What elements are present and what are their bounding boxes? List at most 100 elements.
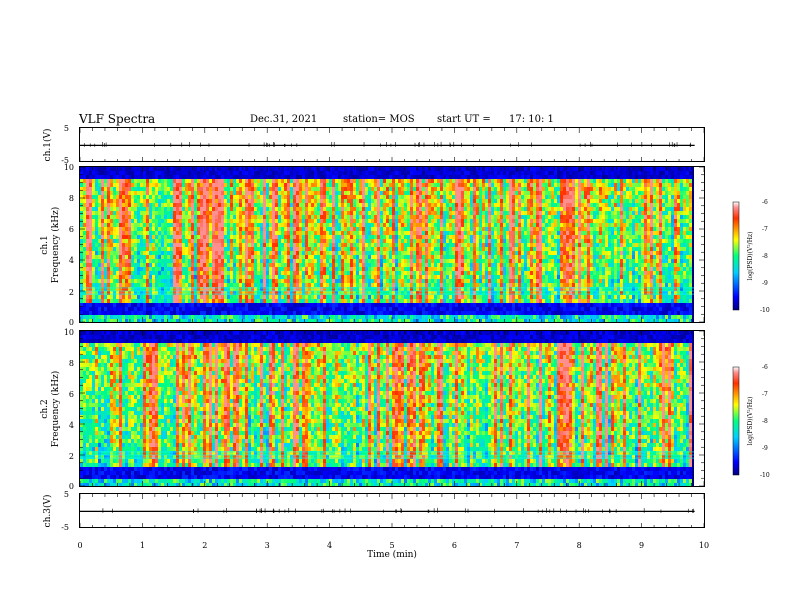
spectrogram-cell [425,275,428,279]
spectrogram-cell [95,191,98,195]
spectrogram-cell [266,259,269,263]
spectrogram-cell [449,263,452,267]
spectrogram-cell [83,303,86,307]
spectrogram-cell [230,191,233,195]
spectrogram-cell [266,175,269,179]
spectrogram-cell [278,195,281,199]
spectrogram-cell [185,219,188,223]
spectrogram-cell [242,227,245,231]
spectrogram-cell [401,203,404,207]
spectrogram-cell [341,279,344,283]
spectrogram-cell [437,191,440,195]
spectrogram-cell [236,211,239,215]
spectrogram-cell [440,315,443,319]
spectrogram-cell [311,239,314,243]
spectrogram-cell [293,311,296,315]
spectrogram-cell [152,283,155,287]
spectrogram-cell [377,235,380,239]
spectrogram-cell [170,251,173,255]
spectrogram-cell [215,175,218,179]
spectrogram-cell [86,255,89,259]
spectrogram-cell [170,247,173,251]
spectrogram-cell [119,219,122,223]
spectrogram-cell [167,167,170,171]
spectrogram-cell [236,271,239,275]
spectrogram-cell [455,219,458,223]
spectrogram-cell [275,251,278,255]
spectrogram-cell [308,315,311,319]
spectrogram-cell [203,275,206,279]
spectrogram-cell [134,251,137,255]
spectrogram-cell [161,263,164,267]
spectrogram-cell [254,187,257,191]
spectrogram-cell [377,231,380,235]
spectrogram-cell [287,179,290,183]
spectrogram-cell [239,179,242,183]
spectrogram-cell [194,231,197,235]
spectrogram-cell [224,303,227,307]
spectrogram-cell [344,251,347,255]
spectrogram-cell [179,203,182,207]
spectrogram-cell [350,291,353,295]
spectrogram-cell [269,235,272,239]
spectrogram-cell [341,299,344,303]
spectrogram-cell [314,291,317,295]
spectrogram-cell [392,255,395,259]
spectrogram-cell [458,311,461,315]
spectrogram-cell [332,239,335,243]
spectrogram-cell [149,243,152,247]
spectrogram-cell [86,311,89,315]
spectrogram-cell [254,267,257,271]
spectrogram-cell [407,283,410,287]
spectrogram-cell [128,303,131,307]
spectrogram-cell [392,227,395,231]
spectrogram-cell [260,183,263,187]
spectrogram-cell [308,303,311,307]
spectrogram-cell [308,287,311,291]
spectrogram-cell [263,207,266,211]
spectrogram-cell [239,283,242,287]
spectrogram-cell [371,291,374,295]
spectrogram-cell [239,183,242,187]
spectrogram-cell [179,303,182,307]
spectrogram-cell [257,227,260,231]
spectrogram-cell [155,263,158,267]
spectrogram-cell [461,251,464,255]
spectrogram-cell [317,171,320,175]
spectrogram-cell [161,223,164,227]
spectrogram-cell [269,267,272,271]
spectrogram-cell [311,203,314,207]
spectrogram-cell [224,199,227,203]
spectrogram-cell [269,207,272,211]
spectrogram-cell [419,223,422,227]
spectrogram-cell [368,187,371,191]
spectrogram-cell [323,175,326,179]
spectrogram-cell [236,199,239,203]
spectrogram-cell [365,215,368,219]
spectrogram-cell [419,215,422,219]
spectrogram-cell [89,223,92,227]
spectrogram-cell [197,183,200,187]
spectrogram-cell [332,195,335,199]
spectrogram-cell [140,171,143,175]
spectrogram-cell [431,195,434,199]
spectrogram-cell [407,199,410,203]
spectrogram-cell [260,255,263,259]
spectrogram-cell [383,295,386,299]
spectrogram-cell [392,207,395,211]
spectrogram-cell [182,299,185,303]
spectrogram-cell [149,223,152,227]
spectrogram-cell [167,191,170,195]
spectrogram-cell [347,235,350,239]
spectrogram-cell [308,307,311,311]
spectrogram-cell [401,295,404,299]
spectrogram-cell [173,191,176,195]
spectrogram-cell [389,179,392,183]
spectrogram-cell [200,199,203,203]
spectrogram-cell [284,191,287,195]
spectrogram-cell [260,187,263,191]
spectrogram-cell [284,231,287,235]
spectrogram-cell [347,231,350,235]
spectrogram-cell [407,271,410,275]
spectrogram-cell [290,211,293,215]
